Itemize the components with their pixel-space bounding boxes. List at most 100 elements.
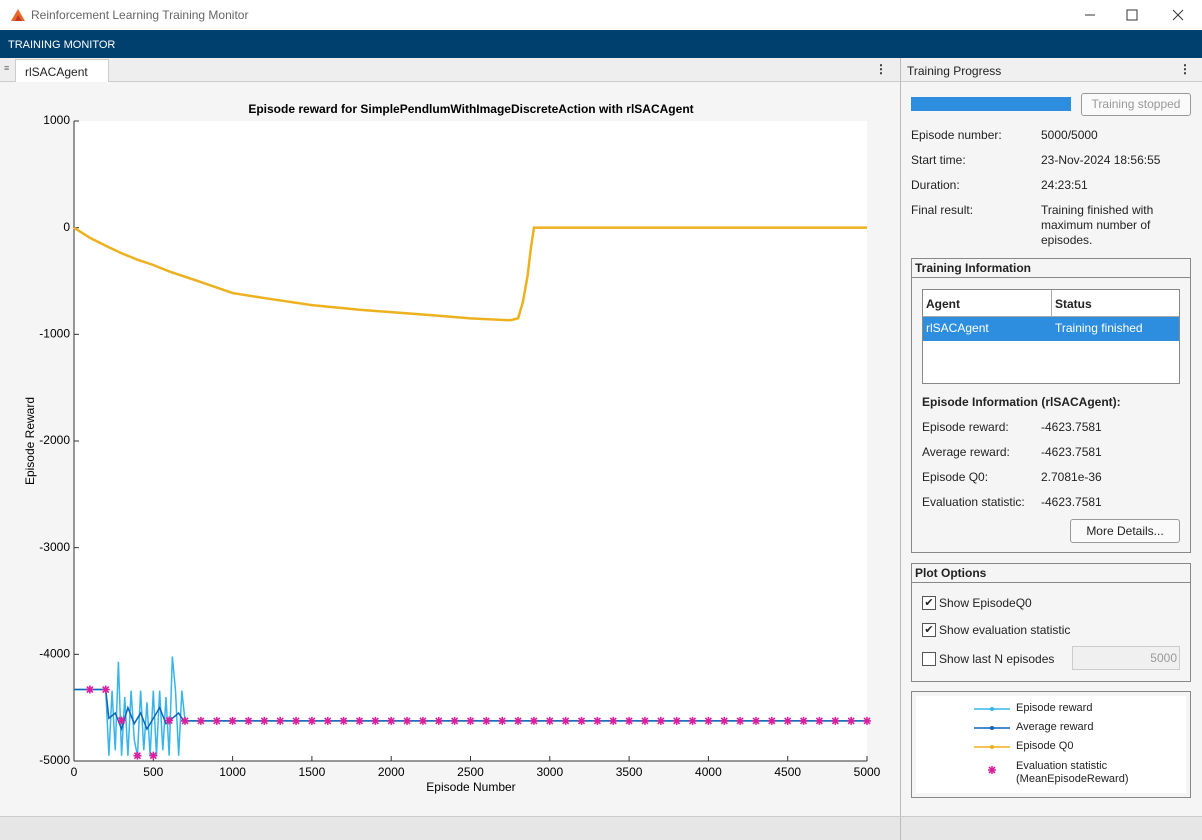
eval-marker	[196, 716, 205, 725]
y-tick-label: 1000	[43, 113, 70, 127]
eval-marker	[577, 716, 586, 725]
eval-marker	[529, 716, 538, 725]
x-tick-label: 1000	[219, 765, 246, 779]
eval-marker	[85, 685, 94, 694]
app-icon	[11, 9, 25, 21]
legend-label: Average reward	[1016, 721, 1094, 733]
eval-marker	[133, 751, 142, 760]
eval-marker	[149, 751, 158, 760]
x-tick-label: 3000	[536, 765, 563, 779]
eval-marker	[181, 716, 190, 725]
eval-marker	[387, 716, 396, 725]
y-tick-label: -2000	[39, 433, 70, 447]
table-row[interactable]: rlSACAgent Training finished	[923, 317, 1179, 341]
plot-area	[74, 121, 867, 761]
field-label: Evaluation statistic:	[922, 495, 1025, 509]
menu-kebab[interactable]: ⋮	[875, 62, 887, 76]
eval-marker	[751, 716, 760, 725]
eval-marker	[545, 716, 554, 725]
eval-marker	[783, 716, 792, 725]
legend-label: Episode Q0	[1016, 740, 1074, 752]
panel-header: Training Progress ⋮	[901, 58, 1202, 82]
field-value: 23-Nov-2024 18:56:55	[1041, 153, 1161, 167]
eval-marker	[561, 716, 570, 725]
eval-marker	[863, 716, 871, 725]
eval-marker	[656, 716, 665, 725]
legend-marker	[974, 707, 1010, 711]
eval-marker	[498, 716, 507, 725]
divider	[900, 58, 901, 816]
field-value: Training finished with maximum number of…	[1041, 203, 1154, 247]
eval-marker	[799, 716, 808, 725]
section-title: Episode Information (rlSACAgent):	[922, 395, 1121, 409]
stop-button: Training stopped	[1081, 93, 1191, 116]
banner-text: TRAINING MONITOR	[8, 39, 116, 51]
tab-label[interactable]: rlSACAgent	[25, 65, 88, 79]
eval-marker	[307, 716, 316, 725]
tab-row: ≡ rlSACAgent ⋮	[0, 58, 900, 82]
eval-marker	[355, 716, 364, 725]
field-value: 24:23:51	[1041, 178, 1088, 192]
legend-marker	[974, 745, 1010, 749]
eval-marker	[276, 716, 285, 725]
legend-dot	[990, 707, 994, 711]
field-label: Start time:	[911, 153, 966, 167]
eval-marker	[418, 716, 427, 725]
legend-marker	[974, 726, 1010, 730]
eval-marker	[988, 766, 996, 774]
checkbox-label[interactable]: Show EpisodeQ0	[939, 596, 1032, 610]
checkbox[interactable]: ✔	[922, 623, 936, 637]
x-tick-label: 2000	[378, 765, 405, 779]
window-title: Reinforcement Learning Training Monitor	[31, 8, 249, 22]
y-tick-label: -1000	[39, 327, 70, 341]
x-tick-label: 4500	[774, 765, 801, 779]
eval-marker	[625, 716, 634, 725]
eval-marker	[371, 716, 380, 725]
eval-marker	[101, 685, 110, 694]
tab[interactable]: rlSACAgent	[15, 59, 109, 82]
status-divider	[900, 817, 901, 840]
details-button[interactable]: More Details...	[1070, 519, 1180, 543]
column-header: Status	[1055, 297, 1092, 311]
eval-marker	[767, 716, 776, 725]
field-value: -4623.7581	[1041, 445, 1102, 459]
legend-dot	[990, 745, 994, 749]
eval-marker	[260, 716, 269, 725]
checkbox[interactable]	[922, 652, 936, 666]
eval-marker	[514, 716, 523, 725]
eval-marker	[450, 716, 459, 725]
table-cell[interactable]: rlSACAgent	[926, 321, 989, 335]
checkbox[interactable]: ✔	[922, 596, 936, 610]
title-bar: Reinforcement Learning Training Monitor	[0, 0, 1202, 30]
eval-marker	[244, 716, 253, 725]
table-cell[interactable]: Training finished	[1055, 321, 1143, 335]
eval-marker	[593, 716, 602, 725]
field-value: -4623.7581	[1041, 420, 1102, 434]
chart: Episode reward for SimplePendlumWithImag…	[23, 102, 880, 794]
eval-marker	[339, 716, 348, 725]
status-bar	[0, 816, 1202, 840]
eval-marker	[212, 716, 221, 725]
y-tick-label: -4000	[39, 647, 70, 661]
field-value: 5000/5000	[1041, 128, 1098, 142]
x-tick-label: 500	[143, 765, 163, 779]
x-tick-label: 1500	[299, 765, 326, 779]
checkbox-label[interactable]: Show last N episodes	[939, 652, 1055, 666]
last-n-input: 5000	[1072, 646, 1180, 670]
menu-kebab[interactable]: ⋮	[1179, 62, 1191, 76]
panel-title: Training Progress	[907, 64, 1002, 78]
y-axis-label: Episode Reward	[23, 397, 37, 485]
field-value: 2.7081e-36	[1041, 470, 1102, 484]
eval-marker	[831, 716, 840, 725]
eval-marker	[815, 716, 824, 725]
series-line	[74, 688, 867, 732]
series-line	[74, 656, 867, 756]
checkbox-label[interactable]: Show evaluation statistic	[939, 623, 1071, 637]
eval-marker	[117, 716, 126, 725]
window-controls[interactable]	[1070, 0, 1202, 30]
x-tick-label: 2500	[457, 765, 484, 779]
legend-box: Episode reward Average reward Episode Q0 Ev…	[911, 691, 1191, 798]
column-header: Agent	[926, 297, 960, 311]
eval-marker	[403, 716, 412, 725]
